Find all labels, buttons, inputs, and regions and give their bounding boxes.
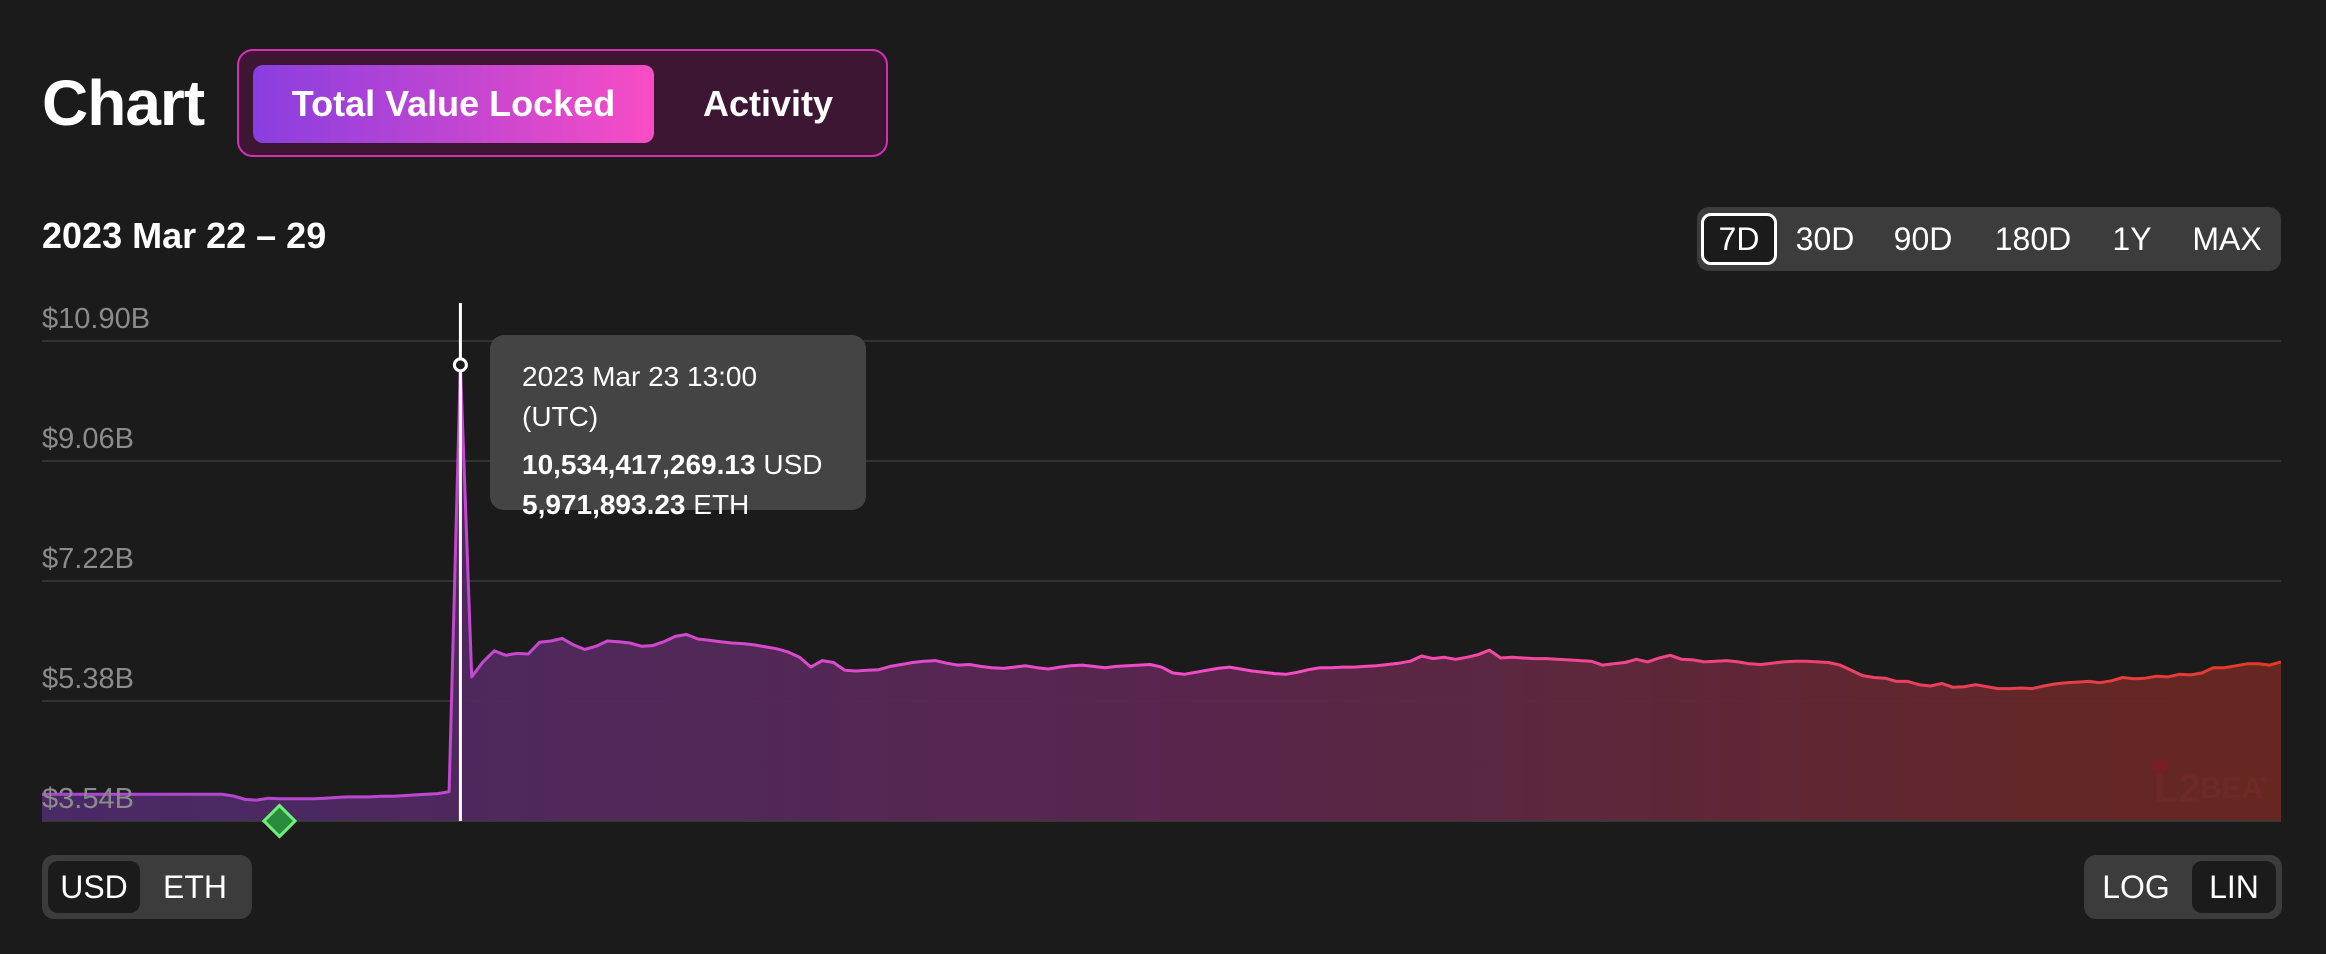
page-title: Chart <box>42 67 205 139</box>
time-range-selector: 7D 30D 90D 180D 1Y MAX <box>1697 207 2281 271</box>
y-tick-label: $7.22B <box>42 543 134 575</box>
svg-text:BEAT: BEAT <box>2200 772 2266 805</box>
tvl-area-fill <box>42 364 2281 821</box>
chart-tooltip: 2023 Mar 23 13:00 (UTC) 10,534,417,269.1… <box>490 335 866 520</box>
eth-toggle-button[interactable]: ETH <box>163 868 227 905</box>
y-tick-label: $10.90B <box>42 303 151 335</box>
range-1y-button[interactable]: 1Y <box>2112 220 2152 257</box>
date-range-label: 2023 Mar 22 – 29 <box>42 215 327 256</box>
range-30d-button[interactable]: 30D <box>1795 220 1855 257</box>
y-tick-label: $3.54B <box>42 783 134 815</box>
tvl-series-line <box>42 363 2282 802</box>
tooltip-eth-unit: ETH <box>693 489 750 520</box>
tab-activity[interactable]: Activity <box>702 83 834 124</box>
tooltip-eth-value: 5,971,893.23 <box>522 489 686 520</box>
range-90d-button[interactable]: 90D <box>1893 220 1953 257</box>
log-scale-button[interactable]: LOG <box>2102 868 2170 905</box>
scale-toggle: LOG LIN <box>2084 855 2282 919</box>
tab-total-value-locked[interactable]: Total Value Locked <box>253 65 654 143</box>
tooltip-date: 2023 Mar 23 13:00 (UTC) <box>522 361 758 432</box>
chart-type-tabs: Total Value Locked Activity <box>237 49 888 157</box>
y-tick-label: $5.38B <box>42 663 134 695</box>
y-tick-label: $9.06B <box>42 423 134 455</box>
lin-scale-button[interactable]: LIN <box>2192 861 2276 913</box>
range-7d-button[interactable]: 7D <box>1701 213 1777 265</box>
range-max-button[interactable]: MAX <box>2192 220 2262 257</box>
tooltip-usd-row: 10,534,417,269.13 USD <box>522 445 834 485</box>
tooltip-eth-row: 5,971,893.23 ETH <box>522 485 834 525</box>
svg-text:L2: L2 <box>2154 767 2201 811</box>
tooltip-usd-value: 10,534,417,269.13 <box>522 449 756 480</box>
event-marker-icon <box>261 803 298 839</box>
l2beat-logo: L2 BEAT <box>2150 759 2266 811</box>
tooltip-usd-unit: USD <box>763 449 823 480</box>
currency-toggle: USD ETH <box>42 855 252 919</box>
range-180d-button[interactable]: 180D <box>1994 220 2072 257</box>
usd-toggle-button[interactable]: USD <box>48 861 140 913</box>
hover-point <box>452 357 468 373</box>
